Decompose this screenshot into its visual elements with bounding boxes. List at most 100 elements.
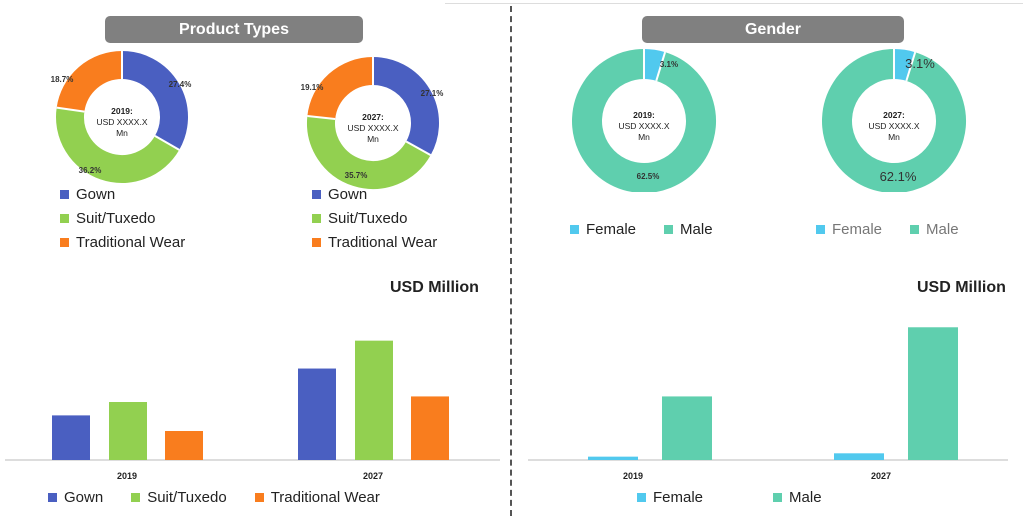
donut-separator	[154, 135, 180, 151]
gown-swatch	[312, 189, 321, 199]
female-swatch	[816, 225, 825, 234]
legend-label: Traditional Wear	[328, 233, 438, 251]
gender-bar-legend: Female Male	[637, 489, 850, 506]
legend-label: Male	[926, 221, 959, 238]
gown-swatch	[48, 493, 57, 502]
slice-label: 27.1%	[421, 89, 444, 98]
legend-label: Female	[832, 221, 883, 238]
legend-item-traditional: Traditional Wear	[312, 230, 437, 254]
product-types-panel: Product Types 27.4% 36.2% 18.7% 2019: USD XX…	[0, 0, 510, 519]
legend-label: Traditional Wear	[76, 233, 186, 251]
male-swatch	[664, 225, 674, 234]
slice-label: 27.4%	[169, 80, 192, 89]
donut-slice-suit-tuxedo	[307, 116, 431, 189]
gender-panel: Gender 3.1% 62.5% 2019: USD XXXX.X Mn 3.1% 62…	[512, 0, 1023, 519]
top-border-line	[445, 3, 1023, 4]
donut-slice-male	[822, 49, 966, 192]
bar-female-2027	[834, 453, 884, 460]
legend-item-traditional: Traditional Wear	[254, 489, 380, 506]
category-tick-label: 2027	[871, 471, 891, 481]
product-2019-donut: 27.4% 36.2% 18.7% 2019:USD XXXX.XMn	[51, 51, 192, 183]
donut-center-label: Mn	[638, 132, 650, 142]
donut-slice-traditional-wear	[56, 51, 123, 113]
donut-center-label: 2019:	[633, 110, 655, 120]
legend-label: Traditional Wear	[270, 489, 380, 506]
slice-label: 36.2%	[79, 166, 102, 175]
male-swatch	[910, 225, 920, 234]
donut-slice-traditional-wear	[307, 57, 374, 120]
slice-label: 3.1%	[660, 60, 678, 69]
gown-swatch	[60, 189, 69, 199]
bar-traditional-wear-2027	[411, 396, 449, 460]
suit-swatch	[60, 213, 69, 223]
donut-center-label: USD XXXX.X	[868, 121, 919, 131]
legend-item-suit: Suit/Tuxedo	[312, 206, 437, 230]
donut-center-label: Mn	[116, 128, 128, 138]
legend-label: Female	[653, 489, 704, 506]
donut-center-label: USD XXXX.X	[618, 121, 669, 131]
legend-label: Gown	[76, 185, 116, 203]
bar-traditional-wear-2019	[165, 431, 203, 460]
product-bar-chart: 2019 2027	[5, 340, 500, 481]
donut-center-label: USD XXXX.X	[347, 123, 398, 133]
gender-bar-chart: 2019 2027	[528, 327, 1008, 481]
donut-separator	[405, 140, 432, 156]
panel-divider	[510, 6, 512, 516]
female-swatch	[637, 493, 646, 502]
bar-male-2027	[908, 327, 958, 460]
gender-legend-2027: Female Male	[816, 221, 987, 238]
gender-title: Gender	[642, 16, 904, 43]
legend-item-traditional: Traditional Wear	[60, 230, 185, 254]
male-swatch	[773, 493, 783, 502]
donut-center-label: 2027:	[883, 110, 905, 120]
slice-label: 62.5%	[637, 172, 660, 181]
legend-item-male: Male	[910, 221, 959, 238]
donut-separator	[307, 115, 336, 120]
legend-item-gown: Gown	[60, 182, 185, 206]
donut-center-label: 2027:	[362, 112, 384, 122]
bar-suit-tuxedo-2027	[355, 340, 393, 460]
bar-suit-tuxedo-2019	[109, 402, 147, 460]
legend-label: Female	[586, 221, 637, 238]
product-legend-2019: Gown Suit/Tuxedo Traditional Wear	[60, 182, 185, 254]
traditional-swatch	[60, 237, 69, 247]
donut-center-label: Mn	[888, 132, 900, 142]
donut-center-label: USD XXXX.X	[96, 117, 147, 127]
donut-separator	[56, 106, 85, 113]
suit-swatch	[131, 493, 141, 502]
donut-center-label: Mn	[367, 134, 379, 144]
donut-slice-gown	[121, 51, 188, 150]
donut-separator	[905, 51, 917, 82]
category-tick-label: 2019	[623, 471, 643, 481]
legend-item-male: Male	[773, 489, 822, 506]
legend-item-gown: Gown	[312, 182, 437, 206]
donut-separator	[655, 51, 667, 82]
gender-legend-2019: Female Male	[570, 221, 741, 238]
slice-label: 62.1%	[880, 169, 917, 184]
donut-slice-male	[572, 49, 716, 192]
bar-female-2019	[588, 456, 638, 460]
product-types-title: Product Types	[105, 16, 363, 43]
category-tick-label: 2019	[117, 471, 137, 481]
female-swatch	[570, 225, 579, 234]
donut-slice-female	[643, 49, 666, 81]
slice-label: 18.7%	[51, 75, 74, 84]
legend-item-suit: Suit/Tuxedo	[131, 489, 227, 506]
slice-label: 35.7%	[345, 171, 368, 180]
legend-item-female: Female	[570, 221, 636, 238]
legend-item-male: Male	[664, 221, 713, 238]
product-bar-legend: Gown Suit/Tuxedo Traditional Wear	[48, 489, 408, 506]
product-bars-unit: USD Million	[390, 279, 479, 296]
legend-label: Gown	[64, 489, 104, 506]
product-legend-2027: Gown Suit/Tuxedo Traditional Wear	[312, 182, 437, 254]
donut-center-label: 2019:	[111, 106, 133, 116]
legend-label: Suit/Tuxedo	[76, 209, 156, 227]
donut-slice-suit-tuxedo	[56, 107, 180, 183]
suit-swatch	[312, 213, 321, 223]
legend-label: Gown	[328, 185, 368, 203]
legend-item-suit: Suit/Tuxedo	[60, 206, 185, 230]
legend-label: Male	[789, 489, 822, 506]
legend-item-gown: Gown	[48, 489, 103, 506]
bar-male-2019	[662, 396, 712, 460]
legend-item-female: Female	[637, 489, 703, 506]
